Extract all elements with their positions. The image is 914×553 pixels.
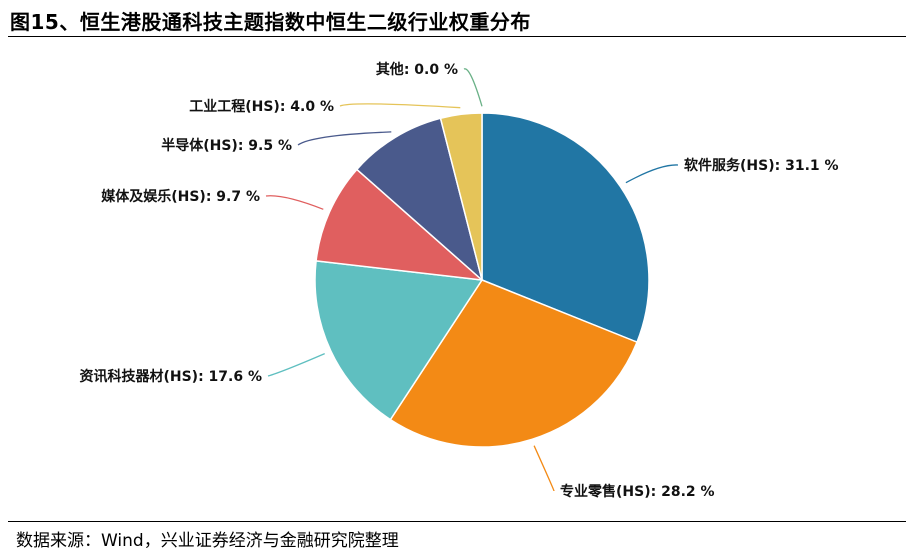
source-rule [8,521,906,522]
slice-6-value: 4.0 % [290,99,334,115]
slice-2-label: 专业零售(HS): 28.2 % [560,483,715,500]
slice-2-value: 28.2 % [661,484,714,500]
slice-7-label: 其他: 0.0 % [376,61,458,78]
slice-4-category: 媒体及娱乐(HS) [100,188,206,205]
label-leader-lines [265,68,679,492]
slice-labels: 软件服务(HS): 31.1 % 专业零售(HS): 28.2 % 资讯科技器材(H… [79,61,838,500]
chart-title: 图15、恒生港股通科技主题指数中恒生二级行业权重分布 [10,10,531,34]
slice-1-label: 软件服务(HS): 31.1 % [684,157,839,174]
slice-7-category: 其他 [376,61,404,78]
slice-6-label: 工业工程(HS): 4.0 % [189,99,334,115]
slice-3-category: 资讯科技器材(HS) [79,368,198,385]
slice-2-category: 专业零售(HS) [560,483,651,500]
slice-4-value: 9.7 % [216,189,260,205]
slice-4-leader-line [265,195,324,210]
slice-1-leader-line [625,164,679,184]
pie-slices [314,112,650,448]
slice-4 [315,168,483,281]
slice-3-label: 资讯科技器材(HS): 17.6 % [79,368,262,385]
slice-5-label: 半导体(HS): 9.5 % [161,137,292,154]
slice-1 [481,112,650,343]
slice-3-leader-line [267,353,325,377]
slice-3 [314,260,483,421]
slice-1-category: 软件服务(HS) [684,157,775,174]
source-note: 数据来源：Wind，兴业证券经济与金融研究院整理 [16,531,399,551]
slice-4-label: 媒体及娱乐(HS): 9.7 % [100,188,260,205]
slice-2 [389,279,638,448]
slice-5-category: 半导体(HS) [161,137,238,154]
title-rule [8,36,906,37]
slice-6-category: 工业工程(HS) [189,99,280,115]
slice-3-value: 17.6 % [209,369,262,385]
slice-7-value: 0.0 % [414,62,458,78]
slice-7-leader-line [463,68,483,107]
slice-5-leader-line [297,131,392,146]
slice-6 [439,112,483,281]
slice-6-leader-line [339,103,461,109]
slice-5-value: 9.5 % [248,138,292,154]
slice-2-leader-line [533,445,555,492]
slice-1-value: 31.1 % [785,158,838,174]
